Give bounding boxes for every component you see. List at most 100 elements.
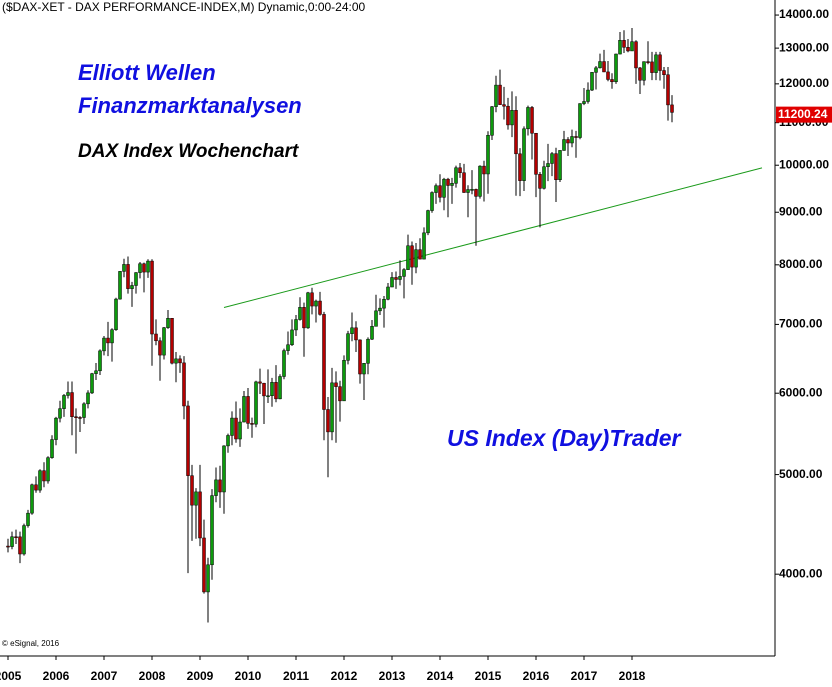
candle-body (650, 61, 654, 73)
candle-body (150, 260, 154, 335)
candle-body (166, 318, 170, 328)
x-tick-label: 2018 (619, 669, 646, 683)
candle-body (406, 245, 410, 270)
candle-body (118, 271, 122, 300)
candle-body (94, 370, 98, 374)
candle-body (346, 333, 350, 361)
x-tick-label: 2014 (427, 669, 454, 683)
candle-body (154, 333, 158, 342)
candle-body (430, 192, 434, 211)
candle-body (538, 174, 542, 189)
candle-body (490, 106, 494, 136)
candle-body (414, 249, 418, 268)
candle-body (610, 79, 614, 83)
candle-body (306, 292, 310, 329)
candle-body (338, 386, 342, 402)
candle-body (54, 417, 58, 440)
candle-body (390, 277, 394, 288)
candle-body (186, 405, 190, 476)
candle-body (314, 300, 318, 307)
candle-body (502, 104, 506, 107)
y-tick-label: 9000.00 (779, 204, 823, 218)
candle-body (114, 298, 118, 330)
candle-body (250, 423, 254, 425)
candle-body (566, 139, 570, 144)
candle-body (294, 319, 298, 331)
candle-body (550, 153, 554, 164)
y-tick-label: 5000.00 (779, 467, 823, 481)
candle-body (662, 70, 666, 76)
candle-body (526, 107, 530, 130)
candle-body (598, 61, 602, 69)
candle-body (122, 264, 126, 272)
candle-body (590, 72, 594, 91)
candle-body (506, 105, 510, 126)
candle-body (214, 479, 218, 496)
candle-body (26, 512, 30, 526)
candle-body (290, 329, 294, 346)
y-tick-label: 4000.00 (779, 566, 823, 580)
candle-body (178, 358, 182, 364)
candle-body (238, 421, 242, 440)
candle-body (558, 150, 562, 180)
y-tick-label: 14000.00 (779, 7, 829, 21)
candle-body (98, 350, 102, 372)
candle-body (6, 545, 10, 548)
candle-body (62, 395, 66, 409)
candle-body (422, 232, 426, 260)
candle-body (618, 40, 622, 55)
candle-body (534, 132, 538, 175)
candle-body (358, 339, 362, 375)
candle-body (578, 103, 582, 138)
x-tick-label: 2006 (43, 669, 70, 683)
candle-body (374, 310, 378, 327)
candle-body (330, 382, 334, 433)
candle-body (542, 166, 546, 189)
candle-body (34, 484, 38, 491)
candle-body (350, 327, 354, 334)
last-price-label: 11200.24 (778, 107, 828, 121)
candle-body (418, 249, 422, 260)
candle-body (426, 210, 430, 234)
candle-body (22, 525, 26, 555)
candle-body (230, 417, 234, 436)
candle-body (38, 470, 42, 491)
candle-body (498, 84, 502, 105)
candle-body (494, 84, 498, 107)
candle-body (470, 189, 474, 191)
candle-body (378, 307, 382, 312)
candle-body (410, 245, 414, 268)
candle-body (386, 286, 390, 300)
candle-body (190, 475, 194, 506)
candle-body (434, 185, 438, 193)
candle-body (226, 435, 230, 447)
candle-body (90, 373, 94, 394)
x-tick-label: 2015 (475, 669, 502, 683)
candle-body (458, 167, 462, 173)
chart-title: ($DAX-XET - DAX PERFORMANCE-INDEX,M) Dyn… (2, 0, 366, 14)
candle-body (382, 298, 386, 309)
candle-body (486, 135, 490, 175)
candle-body (82, 403, 86, 418)
candle-body (78, 417, 82, 419)
x-tick-label: 2005 (0, 669, 22, 683)
candle-body (646, 61, 650, 63)
candle-body (658, 54, 662, 71)
trendline (223, 167, 763, 309)
annotation: Elliott Wellen (78, 60, 216, 85)
candle-body (394, 277, 398, 280)
candle-body (182, 362, 186, 407)
candle-body (162, 327, 166, 356)
candle-body (130, 285, 134, 289)
candle-body (366, 338, 370, 364)
candle-body (298, 307, 302, 320)
candle-body (194, 491, 198, 506)
candle-body (334, 382, 338, 387)
last-price-box (776, 106, 832, 123)
candle-body (318, 300, 322, 315)
candle-body (202, 537, 206, 593)
y-tick-label: 8000.00 (779, 257, 823, 271)
candle-body (586, 89, 590, 102)
candle-body (518, 153, 522, 181)
